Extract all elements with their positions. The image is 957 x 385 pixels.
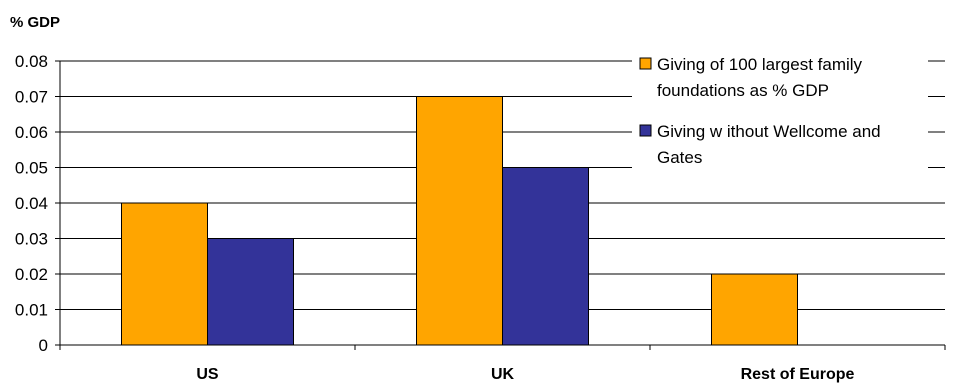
y-tick-label: 0 — [39, 336, 48, 355]
y-axis-label: % GDP — [10, 14, 60, 31]
y-tick-label: 0.03 — [15, 230, 48, 249]
bar-rest-of-europe-series-1 — [711, 273, 798, 346]
bar-uk-series-2 — [502, 167, 589, 346]
y-tick-labels: 0 0.01 0.02 0.03 0.04 0.05 0.06 0.07 0.08 — [15, 52, 48, 355]
y-tick-label: 0.07 — [15, 88, 48, 107]
legend-background — [632, 44, 928, 190]
y-tick-label: 0.06 — [15, 123, 48, 142]
y-tick-label: 0.02 — [15, 265, 48, 284]
legend-label: Giving of 100 largest family — [657, 55, 863, 74]
bar-uk-series-1 — [416, 96, 503, 346]
legend-label: Gates — [657, 148, 702, 167]
x-tick-labels: US UK Rest of Europe — [196, 366, 854, 383]
legend-swatch — [639, 57, 652, 70]
bar-us-series-1 — [121, 202, 208, 346]
y-tick-label: 0.08 — [15, 52, 48, 71]
legend-label: foundations as % GDP — [657, 81, 829, 100]
legend-swatch — [639, 124, 652, 137]
y-tick-label: 0.04 — [15, 194, 48, 213]
axes — [59, 61, 946, 350]
y-tick-label: 0.05 — [15, 159, 48, 178]
y-tick-label: 0.01 — [15, 301, 48, 320]
x-tick-label: Rest of Europe — [741, 366, 855, 383]
legend-label: Giving w ithout Wellcome and — [657, 122, 881, 141]
x-tick-label: US — [196, 366, 219, 383]
x-tick-label: UK — [491, 366, 515, 383]
bars — [121, 96, 798, 346]
legend: Giving of 100 largest family foundations … — [632, 44, 928, 190]
bar-us-series-2 — [207, 238, 294, 346]
